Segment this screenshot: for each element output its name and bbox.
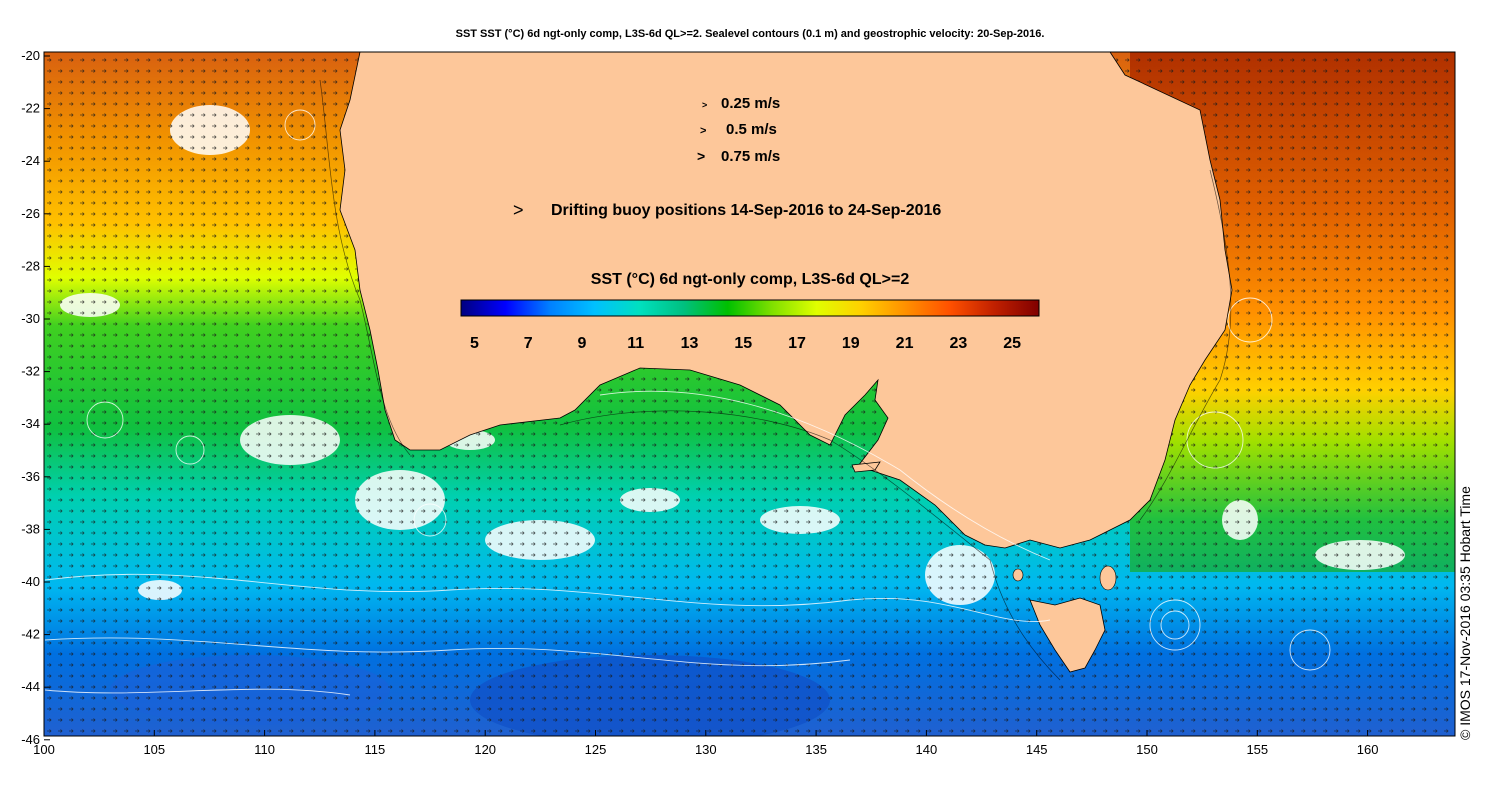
velocity-legend: > 0.25 m/s > 0.5 m/s > 0.75 m/s [697, 95, 780, 165]
tasmania [1029, 597, 1106, 673]
velocity-arrow-2: > [700, 125, 706, 137]
buoy-arrow-icon: > [513, 200, 524, 220]
colorbar-tick-label: 11 [627, 335, 644, 352]
lon-tick-label: 125 [585, 742, 607, 757]
lon-tick-label: 105 [143, 742, 165, 757]
velocity-label-1: 0.25 m/s [721, 95, 780, 112]
sealevel-contours [44, 109, 1331, 696]
colorbar-tick-label: 13 [681, 335, 699, 352]
lon-tick-label: 135 [805, 742, 827, 757]
colorbar-tick-label: 23 [949, 335, 967, 352]
buoy-legend-label: Drifting buoy positions 14-Sep-2016 to 2… [551, 202, 941, 219]
colorbar-tick-label: 5 [470, 335, 479, 352]
colorbar-tick-label: 25 [1003, 335, 1021, 352]
lat-tick-label: -32 [21, 364, 40, 379]
lon-tick-label: 120 [474, 742, 496, 757]
latitude-ticks: -20 -22 -24 -26 -28 -30 -32 -34 -36 -38 -40 -42 -44 -… [21, 48, 50, 747]
colorbar-ticks: 5 7 9 11 13 15 17 19 21 23 25 [470, 335, 1021, 352]
colorbar-tick-label: 17 [788, 335, 806, 352]
colorbar-tick-label: 15 [734, 335, 752, 352]
lat-tick-label: -46 [21, 732, 40, 747]
colorbar-scale [460, 299, 1040, 317]
lon-tick-label: 115 [365, 742, 386, 757]
buoy-legend: > Drifting buoy positions 14-Sep-2016 to… [513, 200, 941, 220]
map-frame [43, 51, 1456, 737]
lon-tick-label: 145 [1026, 742, 1048, 757]
colorbar: SST (°C) 6d ngt-only comp, L3S-6d QL>=2 … [460, 271, 1040, 352]
lat-tick-label: -22 [21, 101, 40, 116]
velocity-arrow-1: > [702, 100, 707, 110]
lon-tick-label: 130 [695, 742, 717, 757]
lon-tick-label: 160 [1357, 742, 1379, 757]
colorbar-tick-label: 9 [578, 335, 587, 352]
credit-text: © IMOS 17-Nov-2016 03:35 Hobart Time [1457, 486, 1473, 740]
sst-field [44, 52, 1455, 736]
lat-tick-label: -30 [21, 311, 40, 326]
longitude-ticks: 100 105 110 115 120 125 130 135 140 145 150 155 160 [33, 730, 1378, 757]
lat-tick-label: -44 [21, 679, 40, 694]
colorbar-tick-label: 21 [896, 335, 914, 352]
lon-tick-label: 155 [1246, 742, 1268, 757]
lat-tick-label: -20 [21, 48, 40, 63]
lat-tick-label: -24 [21, 153, 40, 168]
map-title: SST SST (°C) 6d ngt-only comp, L3S-6d QL… [455, 28, 1045, 40]
lat-tick-label: -42 [21, 627, 40, 642]
lon-tick-label: 150 [1136, 742, 1158, 757]
lat-tick-label: -36 [21, 469, 40, 484]
lon-tick-label: 100 [33, 742, 55, 757]
velocity-label-3: 0.75 m/s [721, 148, 780, 165]
lat-tick-label: -40 [21, 574, 40, 589]
colorbar-tick-label: 19 [842, 335, 860, 352]
lat-tick-label: -34 [21, 416, 40, 431]
lat-tick-label: -26 [21, 206, 40, 221]
lat-tick-label: -38 [21, 521, 40, 536]
velocity-label-2: 0.5 m/s [726, 121, 777, 138]
colorbar-tick-label: 7 [524, 335, 533, 352]
velocity-arrow-3: > [697, 148, 705, 164]
lat-tick-label: -28 [21, 258, 40, 273]
colorbar-title: SST (°C) 6d ngt-only comp, L3S-6d QL>=2 [591, 271, 910, 288]
lon-tick-label: 140 [916, 742, 938, 757]
lon-tick-label: 110 [254, 742, 275, 757]
